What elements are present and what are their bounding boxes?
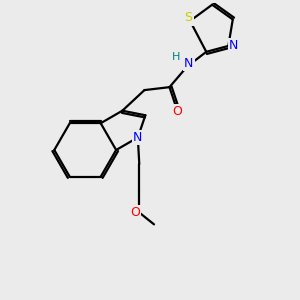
- Text: O: O: [130, 206, 140, 219]
- Text: S: S: [184, 11, 193, 25]
- Text: N: N: [133, 131, 142, 144]
- Text: N: N: [229, 39, 238, 52]
- Text: H: H: [172, 52, 180, 62]
- Text: N: N: [184, 57, 193, 70]
- Text: O: O: [172, 105, 182, 118]
